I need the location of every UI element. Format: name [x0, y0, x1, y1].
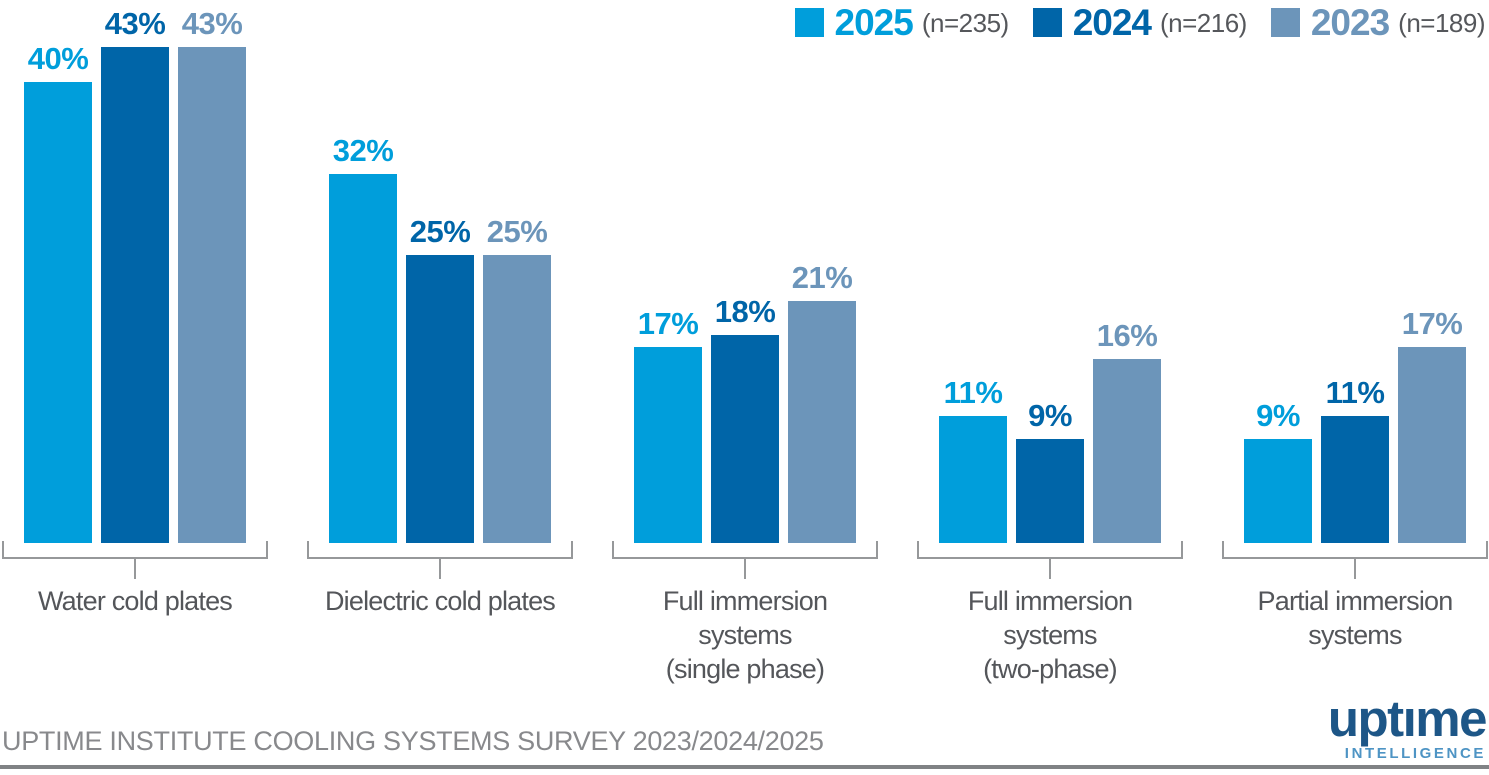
bar-column-2023: 17% [1398, 306, 1466, 543]
bar-trio: 32% 25% 25% [307, 133, 573, 543]
bar-value-label: 21% [791, 260, 853, 295]
bar-value-label: 43% [104, 6, 166, 41]
bar-column-2023: 43% [178, 6, 246, 543]
legend-sample-label: (n=216) [1160, 7, 1247, 38]
bar-2024 [101, 47, 169, 543]
bracket-center-tick [134, 557, 136, 579]
bar-group-4: 11% 9% 16% Full immersion systems (two-phase) [917, 0, 1183, 684]
legend-year-label: 2024 [1072, 2, 1152, 43]
category-label-line: (single phase) [665, 654, 825, 684]
bar-2023 [1398, 347, 1466, 543]
bar-group-5: 9% 11% 17% Partial immersion systems [1222, 0, 1488, 650]
bar-2023 [1093, 359, 1161, 543]
bar-group-2: 32% 25% 25% Dielectric cold plates [307, 0, 573, 616]
bar-value-label: 43% [181, 6, 243, 41]
bar-2025 [939, 416, 1007, 543]
category-label-line: Dielectric cold plates [324, 586, 556, 616]
bar-value-label: 25% [409, 214, 471, 249]
legend-sample-label: (n=189) [1398, 7, 1485, 38]
bar-2023 [483, 255, 551, 543]
bar-value-label: 17% [637, 306, 699, 341]
bar-trio: 40% 43% 43% [2, 6, 268, 543]
category-label: Water cold plates [2, 584, 268, 618]
legend-item-2023: 2023 (n=189) [1270, 2, 1485, 43]
source-note: UPTIME INSTITUTE COOLING SYSTEMS SURVEY … [2, 726, 824, 756]
category-label: Full immersion systems (single phase) [612, 584, 878, 686]
chart: 40% 43% 43% Water cold plates 32% 25% 25% Diele… [2, 0, 1488, 684]
category-label-line: systems [1003, 620, 1097, 650]
category-label-line: Partial immersion [1257, 586, 1454, 616]
legend-year-label: 2023 [1310, 2, 1390, 43]
legend: 2025 (n=235) 2024 (n=216) 2023 (n=189) [794, 2, 1485, 43]
bar-column-2023: 25% [483, 214, 551, 543]
bar-column-2024: 25% [406, 214, 474, 543]
legend-sample-label: (n=235) [921, 7, 1009, 38]
bar-column-2025: 9% [1244, 398, 1312, 543]
bar-value-label: 11% [1325, 375, 1385, 410]
bar-column-2023: 16% [1093, 318, 1161, 543]
category-label-line: Full immersion [662, 586, 828, 616]
bar-column-2025: 40% [24, 41, 92, 543]
bar-trio: 9% 11% 17% [1222, 306, 1488, 543]
legend-item-2025: 2025 (n=235) [794, 2, 1009, 43]
bar-column-2024: 9% [1016, 398, 1084, 543]
bar-2024 [711, 335, 779, 543]
bottom-divider [0, 765, 1489, 769]
bracket-center-tick [1049, 557, 1051, 579]
bar-column-2023: 21% [788, 260, 856, 543]
bar-column-2024: 11% [1321, 375, 1389, 543]
bar-value-label: 17% [1401, 306, 1463, 341]
bar-2023 [178, 47, 246, 543]
bar-group-3: 17% 18% 21% Full immersion systems (single ph… [612, 0, 878, 684]
bracket-center-tick [744, 557, 746, 579]
bar-column-2024: 18% [711, 294, 779, 543]
legend-swatch-2024 [1032, 8, 1062, 37]
bar-2025 [329, 174, 397, 543]
logo-brand-text: uptıme [1327, 690, 1488, 747]
bar-value-label: 9% [1028, 398, 1072, 433]
bar-column-2025: 17% [634, 306, 702, 543]
category-label: Dielectric cold plates [307, 584, 573, 618]
bar-2025 [24, 82, 92, 543]
category-label-line: Water cold plates [38, 586, 233, 616]
category-label-line: (two-phase) [983, 654, 1118, 684]
category-label-line: Full immersion [967, 586, 1133, 616]
category-label-line: systems [1308, 620, 1402, 650]
legend-year-label: 2025 [834, 2, 914, 43]
bar-value-label: 11% [943, 375, 1003, 410]
bar-value-label: 32% [332, 133, 394, 168]
bar-trio: 17% 18% 21% [612, 260, 878, 543]
uptime-intelligence-logo: uptıme INTELLIGENCE [1327, 690, 1488, 762]
bar-trio: 11% 9% 16% [917, 318, 1183, 543]
logo-sub-text: INTELLIGENCE [1344, 745, 1486, 762]
legend-swatch-2025 [794, 8, 824, 37]
bar-column-2025: 11% [939, 375, 1007, 543]
bar-column-2025: 32% [329, 133, 397, 543]
category-label: Full immersion systems (two-phase) [917, 584, 1183, 686]
bar-value-label: 25% [486, 214, 548, 249]
bar-2024 [1321, 416, 1389, 543]
bar-value-label: 9% [1256, 398, 1300, 433]
bar-column-2024: 43% [101, 6, 169, 543]
legend-item-2024: 2024 (n=216) [1032, 2, 1247, 43]
bar-2024 [1016, 439, 1084, 543]
category-label: Partial immersion systems [1222, 584, 1488, 652]
bar-2025 [1244, 439, 1312, 543]
bar-value-label: 40% [27, 41, 89, 76]
bar-2024 [406, 255, 474, 543]
bar-2023 [788, 301, 856, 543]
category-label-line: systems [698, 620, 792, 650]
bar-value-label: 18% [714, 294, 776, 329]
bar-2025 [634, 347, 702, 543]
bracket-center-tick [1354, 557, 1356, 579]
legend-swatch-2023 [1270, 8, 1300, 37]
bar-value-label: 16% [1096, 318, 1158, 353]
bar-group-1: 40% 43% 43% Water cold plates [2, 0, 268, 616]
bracket-center-tick [439, 557, 441, 579]
